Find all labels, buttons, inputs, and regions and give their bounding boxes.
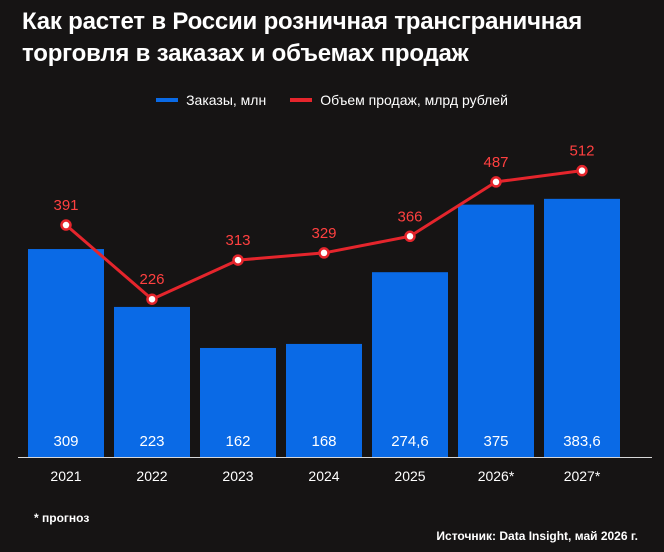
sales-point-1: [60, 219, 72, 231]
sales-value-label-6: 487: [483, 154, 508, 171]
x-tick-label-5: 2025: [394, 468, 425, 484]
sales-point-3: [232, 254, 244, 266]
bar-3: [200, 347, 276, 457]
legend-sales: Объем продаж, млрд рублей: [290, 92, 508, 108]
bar-value-label-6: 375: [483, 433, 508, 450]
x-tick-label-1: 2021: [50, 468, 81, 484]
legend-orders: Заказы, млн: [156, 92, 266, 108]
bar-value-label-1: 309: [53, 433, 78, 450]
title-line-2: торговля в заказах и объемах продаж: [22, 40, 469, 67]
sales-point-7: [576, 164, 588, 177]
sales-value-label-5: 366: [397, 208, 422, 225]
sales-value-label-4: 329: [311, 225, 336, 242]
sales-value-label-2: 226: [139, 271, 164, 288]
x-tick-label-6: 2026*: [478, 468, 515, 484]
bar-5: [372, 272, 448, 457]
bar-6: [458, 204, 534, 457]
bar-7: [544, 198, 620, 457]
sales-point-5: [404, 230, 416, 243]
x-tick-label-3: 2023: [222, 468, 253, 484]
bar-value-label-3: 162: [225, 433, 250, 450]
bar-1: [28, 249, 104, 457]
legend-orders-label: Заказы, млн: [186, 92, 267, 108]
sales-point-4: [318, 247, 330, 259]
x-tick-label-4: 2024: [308, 468, 339, 484]
source-note: Источник: Data Insight, май 2026 г.: [436, 529, 638, 543]
x-tick-label-2: 2022: [136, 468, 167, 484]
bar-2: [114, 306, 190, 457]
bar-4: [286, 343, 362, 457]
sales-value-label-3: 313: [225, 232, 250, 249]
sales-point-2: [146, 293, 158, 305]
legend-sales-label: Объем продаж, млрд рублей: [320, 92, 508, 108]
bar-value-label-5: 274,6: [391, 433, 429, 450]
chart-title: Как растет в России розничная трансграни…: [22, 6, 652, 70]
sales-value-label-1: 391: [53, 197, 78, 214]
legend-line-swatch: [290, 98, 313, 102]
bar-value-label-2: 223: [139, 433, 164, 450]
bar-value-label-4: 168: [311, 433, 336, 450]
title-line-1: Как растет в России розничная трансграни…: [22, 8, 583, 35]
chart-legend: Заказы, млн Объем продаж, млрд рублей: [0, 92, 664, 108]
bar-value-label-7: 383,6: [563, 433, 601, 450]
footnote: * прогноз: [34, 511, 90, 525]
x-tick-label-7: 2027*: [564, 468, 601, 484]
legend-bar-swatch: [156, 98, 179, 102]
sales-value-label-7: 512: [569, 143, 594, 160]
sales-point-6: [490, 176, 502, 188]
